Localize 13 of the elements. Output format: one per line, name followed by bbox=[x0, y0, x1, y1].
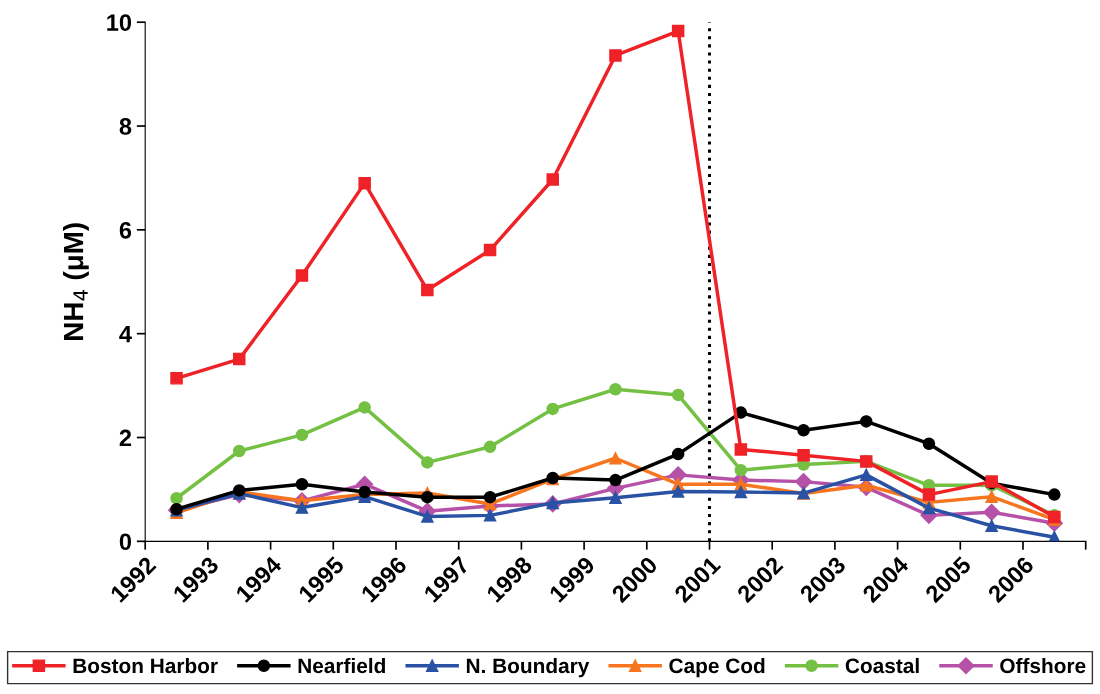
legend-label: N. Boundary bbox=[466, 657, 590, 678]
y-tick-label: 10 bbox=[107, 14, 132, 31]
y-tick-label: 2 bbox=[119, 429, 132, 447]
y-axis-title: NH$_{4}$ (μM) bbox=[62, 223, 89, 340]
y-tick-label: 6 bbox=[119, 221, 132, 239]
y-tick-label: 4 bbox=[119, 325, 132, 343]
legend-label: Nearfield bbox=[298, 657, 385, 674]
legend-label: Cape Cod bbox=[669, 657, 765, 678]
legend-label: Offshore bbox=[1000, 657, 1086, 674]
legend-label: Boston Harbor bbox=[73, 657, 218, 674]
y-tick-label: 8 bbox=[119, 118, 132, 135]
legend-label: Coastal bbox=[845, 657, 919, 674]
y-tick-label: 0 bbox=[119, 533, 132, 551]
